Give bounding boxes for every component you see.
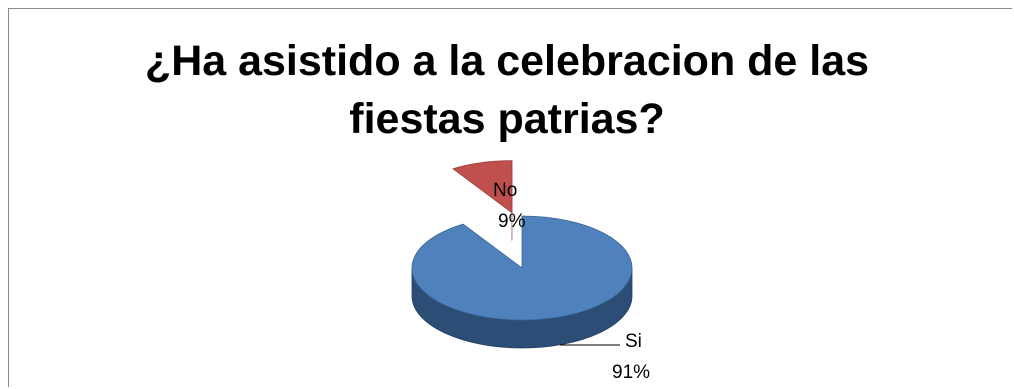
chart-title-line-2: fiestas patrias?: [349, 95, 665, 143]
slice-percent-no: 9%: [498, 211, 526, 232]
chart-title-line-1: ¿Ha asistido a la celebracion de las: [144, 37, 870, 85]
slice-percent-si: 91%: [612, 362, 650, 383]
chart-title: ¿Ha asistido a la celebracion de las fie…: [0, 32, 1014, 148]
pie-slice-si: [411, 215, 633, 321]
pie-slice-no: [452, 160, 513, 214]
pie-slices: [411, 160, 633, 349]
slice-label-no: No: [493, 180, 517, 201]
slice-label-si: Si: [625, 331, 642, 352]
